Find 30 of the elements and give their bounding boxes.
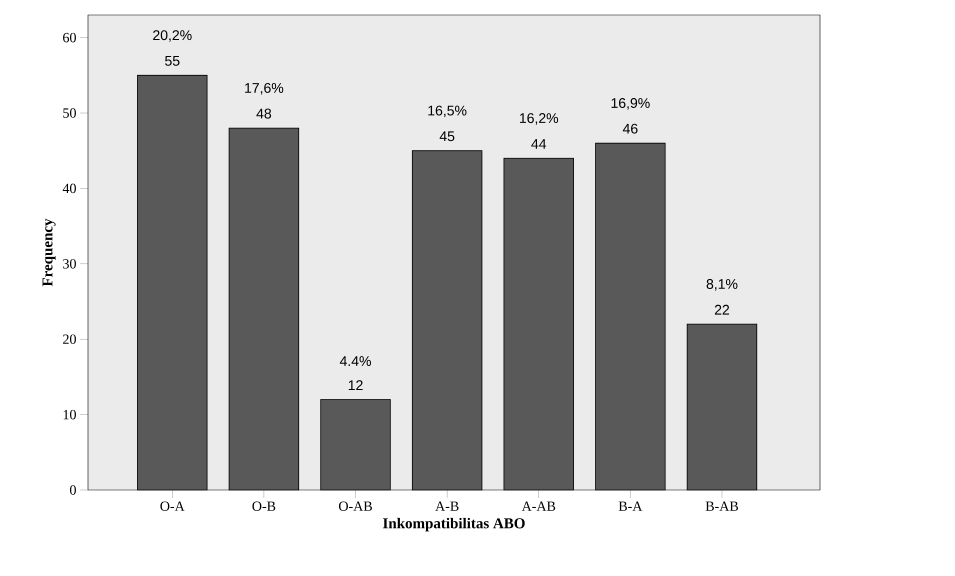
annotation: 16,2%: [520, 113, 558, 125]
data-label: 44: [531, 139, 546, 149]
annotation: 20,2%: [153, 30, 192, 42]
annotation: 8,1%: [706, 279, 738, 291]
data-label: 46: [622, 124, 638, 134]
x-tick-label: A-AB: [522, 502, 556, 511]
x-tick-label: O-AB: [338, 502, 372, 511]
data-label: 48: [256, 108, 272, 119]
x-axis-title: Inkompatibilitas ABO: [383, 518, 525, 532]
annotation: 4.4%: [340, 356, 371, 366]
annotation: 16,5%: [428, 106, 466, 118]
x-tick-label: O-B: [252, 502, 276, 511]
x-tick-label: O-A: [160, 502, 185, 511]
y-tick-label: 10: [64, 410, 76, 420]
y-tick-label: 0: [70, 485, 76, 495]
data-label: 55: [165, 56, 180, 66]
annotation: 17,6%: [245, 82, 284, 95]
y-tick-label: 40: [62, 184, 76, 194]
y-tick-label: 50: [63, 108, 76, 118]
data-label: 22: [714, 304, 730, 315]
y-tick-label: 60: [63, 32, 76, 42]
y-tick-label: 20: [63, 334, 76, 344]
x-tick-label: B-A: [618, 502, 642, 511]
y-axis-title: Frequency: [42, 218, 56, 286]
x-tick-label: B-AB: [706, 502, 738, 511]
data-label: 45: [440, 131, 454, 142]
x-tick-label: A-B: [435, 502, 459, 511]
data-label: 12: [348, 380, 363, 390]
y-tick-label: 30: [63, 259, 76, 269]
annotation: 16,9%: [612, 98, 650, 110]
